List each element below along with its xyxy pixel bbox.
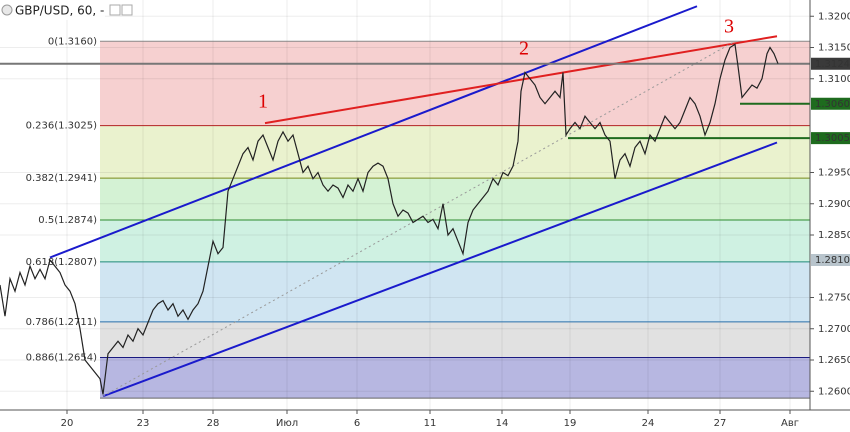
price-tag (811, 254, 850, 266)
header-title: GBP/USD, 60, - (15, 4, 104, 18)
y-tick-label: 1.2850 (818, 230, 850, 241)
y-tick-label: 1.3200 (818, 11, 850, 22)
price-tag (811, 97, 850, 110)
y-tick-label: 1.2700 (818, 324, 850, 335)
x-tick-label: 24 (642, 418, 655, 429)
x-tick-label: Авг (781, 418, 799, 429)
x-tick-label: 23 (137, 418, 150, 429)
drawn-line (49, 5, 698, 259)
fib-label: 0.5(1.2874) (38, 215, 97, 226)
fib-label: 0(1.3160) (48, 36, 97, 47)
annotation: 1 (258, 91, 268, 113)
y-tick-label: 1.2600 (818, 386, 850, 397)
fib-band (100, 178, 810, 220)
drawn-line (102, 141, 778, 398)
price-line (0, 43, 779, 395)
annotation: 3 (724, 16, 734, 38)
price-tag-label: 1.2810 (815, 255, 850, 266)
y-tick-label: 1.2750 (818, 293, 850, 304)
price-tag-label: 1.3005 (815, 133, 850, 144)
price-tag-label: 1.3124 (815, 59, 850, 70)
x-tick-label: 11 (424, 418, 437, 429)
fib-label: 0.236(1.3025) (26, 121, 98, 132)
y-tick-label: 1.3100 (818, 74, 850, 85)
fib-band (100, 357, 810, 399)
price-tag (811, 132, 850, 145)
x-tick-label: 6 (354, 418, 360, 429)
symbol-icon[interactable] (1, 4, 13, 16)
fib-label: 0.618(1.2807) (26, 257, 98, 268)
fib-label: 0.886(1.2654) (26, 353, 98, 364)
fib-band (100, 220, 810, 262)
x-tick-label: 20 (61, 418, 74, 429)
plot: 0(1.3160) 0.236(1.3025) 0.382(1.2941) 0.5(1… (0, 0, 810, 410)
fib-band (100, 125, 810, 179)
price-tag-label: 1.3060 (815, 99, 850, 110)
annotation: 2 (519, 38, 529, 60)
y-tick-label: 1.2950 (818, 168, 850, 179)
fib-band (100, 41, 810, 126)
x-tick-label: 27 (714, 418, 727, 429)
x-tick-label: 28 (207, 418, 220, 429)
fib-label: 0.786(1.2711) (26, 317, 98, 328)
drawn-line (264, 35, 778, 125)
price-tag (811, 57, 850, 70)
x-tick-label: 19 (564, 418, 577, 429)
header-bg (0, 0, 105, 20)
x-tick-label: 14 (496, 418, 509, 429)
fib-label: 0.382(1.2941) (26, 173, 98, 184)
close-icon[interactable] (121, 4, 133, 16)
y-tick-label: 1.2900 (818, 199, 850, 210)
x-tick-label: Июл (276, 418, 298, 429)
drawn-line (102, 40, 736, 397)
settings-icon[interactable] (109, 4, 121, 16)
y-tick-label: 1.3150 (818, 43, 850, 54)
fib-band (100, 321, 810, 358)
y-tick-label: 1.2650 (818, 355, 850, 366)
fib-band (100, 261, 810, 322)
